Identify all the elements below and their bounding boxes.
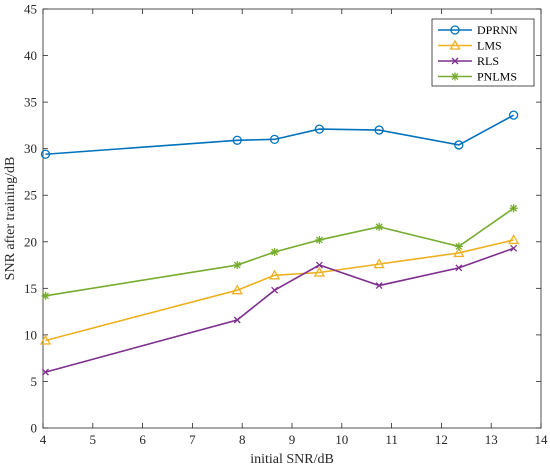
data-point-dprnn: [232, 135, 242, 145]
data-point-pnlms: [509, 204, 518, 213]
legend-marker: [450, 25, 460, 35]
y-tick-label: 40: [24, 48, 37, 63]
x-tick-label: 4: [40, 432, 47, 447]
legend-marker: [451, 57, 459, 65]
data-point-rls: [315, 261, 323, 269]
y-tick-label: 10: [24, 327, 37, 342]
y-tick-label: 15: [24, 281, 37, 296]
y-tick-label: 30: [24, 141, 37, 156]
legend-label: RLS: [477, 54, 499, 68]
x-tick-label: 8: [239, 432, 246, 447]
legend-label: LMS: [477, 39, 502, 53]
data-point-lms: [39, 334, 52, 345]
series-line-rls: [45, 247, 514, 373]
y-tick-label: 20: [24, 234, 37, 249]
series-lms: [39, 234, 520, 345]
x-tick-label: 7: [189, 432, 196, 447]
data-point-dprnn: [508, 110, 519, 120]
legend-label: PNLMS: [477, 70, 517, 84]
x-tick-label: 10: [335, 432, 348, 447]
y-tick-label: 35: [24, 95, 37, 110]
x-tick-label: 11: [385, 432, 398, 447]
series-pnlms: [41, 204, 518, 300]
y-axis-label: SNR after training/dB: [3, 157, 18, 281]
data-point-dprnn: [454, 140, 464, 150]
data-point-rls: [42, 368, 49, 376]
y-tick-label: 45: [24, 2, 37, 17]
data-point-rls: [510, 244, 518, 252]
legend-item-lms: LMS: [438, 39, 502, 53]
data-point-rls: [375, 282, 383, 289]
series-line-lms: [45, 239, 514, 342]
data-point-lms: [313, 266, 326, 277]
y-tick-label: 5: [31, 374, 38, 389]
data-point-pnlms: [270, 248, 279, 257]
data-point-pnlms: [454, 242, 463, 251]
data-point-rls: [455, 264, 463, 272]
x-tick-label: 13: [485, 432, 498, 447]
data-point-pnlms: [315, 235, 324, 244]
series-line-dprnn: [45, 114, 514, 156]
data-point-pnlms: [233, 261, 242, 270]
x-tick-label: 9: [289, 432, 296, 447]
x-tick-label: 14: [535, 432, 549, 447]
legend-item-dprnn: DPRNN: [438, 23, 518, 37]
data-point-lms: [453, 247, 465, 258]
y-tick-label: 0: [31, 421, 38, 436]
x-tick-label: 12: [435, 432, 448, 447]
legend-item-pnlms: PNLMS: [438, 70, 517, 84]
data-point-lms: [231, 284, 243, 295]
series-rls: [42, 244, 518, 376]
x-axis-label: initial SNR/dB: [250, 452, 334, 467]
legend-marker: [451, 72, 459, 81]
data-point-dprnn: [374, 125, 384, 135]
legend-item-rls: RLS: [438, 54, 499, 68]
data-point-rls: [271, 286, 279, 294]
legend-marker: [449, 39, 461, 50]
data-point-dprnn: [40, 149, 51, 159]
data-point-lms: [373, 258, 385, 269]
data-point-dprnn: [269, 134, 280, 145]
legend-label: DPRNN: [477, 23, 518, 37]
x-tick-label: 5: [90, 432, 97, 447]
data-point-lms: [268, 269, 281, 280]
data-point-pnlms: [41, 291, 50, 300]
series-line-pnlms: [45, 207, 515, 297]
data-point-dprnn: [314, 124, 325, 134]
series-dprnn: [40, 110, 519, 159]
y-tick-label: 25: [24, 188, 37, 203]
data-point-pnlms: [375, 222, 384, 231]
data-point-rls: [233, 316, 241, 324]
x-tick-label: 6: [139, 432, 146, 447]
data-point-lms: [507, 234, 520, 245]
